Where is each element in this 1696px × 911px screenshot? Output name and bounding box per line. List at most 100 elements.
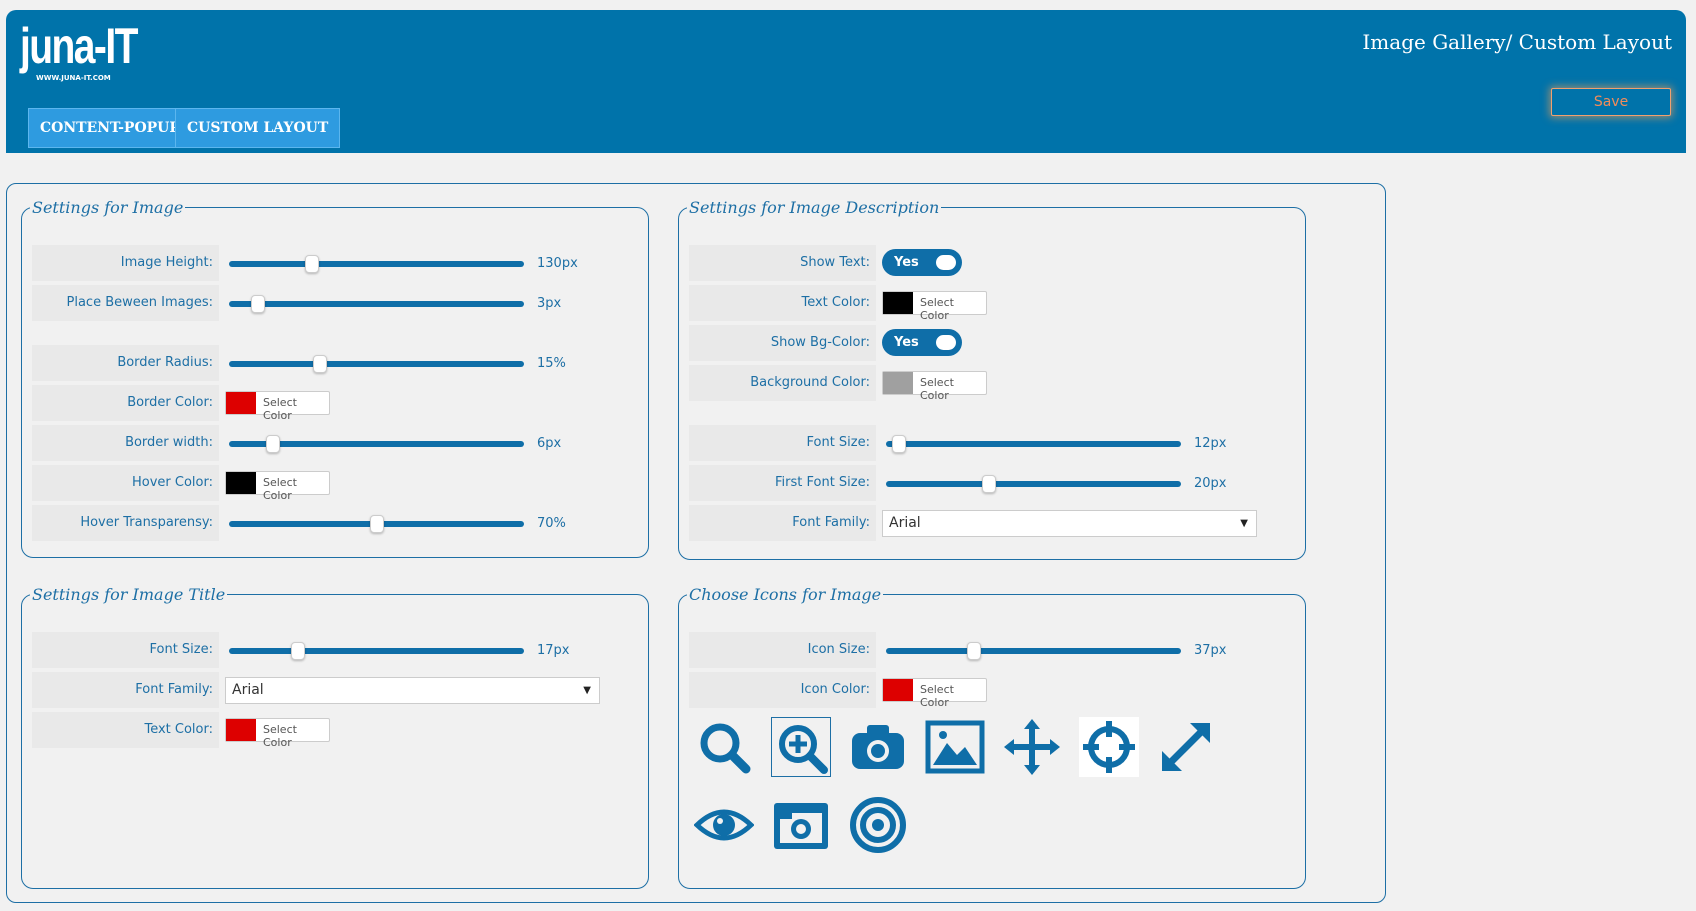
icon-size-label: Icon Size:	[689, 632, 876, 668]
camera-alt-icon[interactable]	[771, 795, 831, 855]
slider-thumb[interactable]	[313, 355, 328, 373]
image-height-value: 130px	[537, 256, 578, 271]
color-swatch	[883, 292, 913, 314]
image-height-label: Image Height:	[32, 245, 219, 281]
toggle-text: Yes	[894, 335, 919, 350]
desc-font-family-label: Font Family:	[689, 505, 876, 541]
text-color-picker[interactable]: Select Color	[882, 291, 987, 322]
color-swatch	[226, 392, 256, 414]
text-color-label: Text Color:	[689, 285, 876, 321]
title-settings-legend: Settings for Image Title	[32, 585, 226, 604]
hover-transparency-slider[interactable]	[229, 515, 524, 533]
camera-icon[interactable]	[848, 717, 908, 777]
select-value: Arial	[232, 682, 264, 698]
icon-color-picker[interactable]: Select Color	[882, 678, 987, 709]
select-value: Arial	[889, 515, 921, 531]
first-font-size-value: 20px	[1194, 476, 1227, 491]
select-color-label: Select Color	[263, 476, 297, 502]
show-bg-label: Show Bg-Color:	[689, 325, 876, 361]
hover-color-picker[interactable]: Select Color	[225, 471, 330, 502]
icon-size-value: 37px	[1194, 643, 1227, 658]
bg-color-picker[interactable]: Select Color	[882, 371, 987, 402]
slider-thumb[interactable]	[265, 435, 280, 453]
logo: juna-IT	[20, 18, 138, 74]
first-font-size-slider[interactable]	[886, 475, 1181, 493]
place-between-slider[interactable]	[229, 295, 524, 313]
desc-font-size-label: Font Size:	[689, 425, 876, 461]
move-icon[interactable]	[1002, 717, 1062, 777]
icons-settings-legend: Choose Icons for Image	[689, 585, 882, 604]
settings-container	[6, 183, 1386, 903]
border-width-label: Border width:	[32, 425, 219, 461]
target-icon[interactable]	[848, 795, 908, 855]
search-icon[interactable]	[694, 717, 754, 777]
desc-font-size-value: 12px	[1194, 436, 1227, 451]
show-text-label: Show Text:	[689, 245, 876, 281]
select-color-label: Select Color	[920, 376, 954, 402]
color-swatch	[226, 719, 256, 741]
border-color-label: Border Color:	[32, 385, 219, 421]
first-font-size-label: First Font Size:	[689, 465, 876, 501]
slider-thumb[interactable]	[981, 475, 996, 493]
crosshair-icon[interactable]	[1079, 717, 1139, 777]
select-color-label: Select Color	[920, 296, 954, 322]
color-swatch	[226, 472, 256, 494]
description-settings-legend: Settings for Image Description	[689, 198, 940, 217]
title-font-family-label: Font Family:	[32, 672, 219, 708]
hover-transparency-value: 70%	[537, 516, 566, 531]
icons-settings-panel: Choose Icons for Image Icon Size: 37px I…	[678, 585, 1306, 889]
select-color-label: Select Color	[920, 683, 954, 709]
slider-thumb[interactable]	[251, 295, 266, 313]
logo-url: WWW.JUNA-IT.COM	[36, 74, 111, 82]
zoom-in-icon[interactable]	[771, 717, 831, 777]
page-title: Image Gallery/ Custom Layout	[1362, 30, 1672, 54]
toggle-knob	[936, 335, 956, 350]
slider-thumb[interactable]	[369, 515, 384, 533]
show-bg-toggle[interactable]: Yes	[882, 329, 962, 356]
icon-size-slider[interactable]	[886, 642, 1181, 660]
place-between-label: Place Beween Images:	[32, 285, 219, 321]
hover-transparency-label: Hover Transparensy:	[32, 505, 219, 541]
title-text-color-picker[interactable]: Select Color	[225, 718, 330, 749]
bg-color-label: Background Color:	[689, 365, 876, 401]
chevron-down-icon: ▼	[1240, 518, 1248, 529]
toggle-knob	[936, 255, 956, 270]
border-width-slider[interactable]	[229, 435, 524, 453]
slider-thumb[interactable]	[290, 642, 305, 660]
title-font-size-value: 17px	[537, 643, 570, 658]
select-color-label: Select Color	[263, 396, 297, 422]
image-height-slider[interactable]	[229, 255, 524, 273]
image-settings-legend: Settings for Image	[32, 198, 184, 217]
image-icon[interactable]	[925, 717, 985, 777]
border-radius-slider[interactable]	[229, 355, 524, 373]
show-text-toggle[interactable]: Yes	[882, 249, 962, 276]
title-font-family-select[interactable]: Arial ▼	[225, 677, 600, 704]
toggle-text: Yes	[894, 255, 919, 270]
border-width-value: 6px	[537, 436, 562, 451]
desc-font-size-slider[interactable]	[886, 435, 1181, 453]
title-text-color-label: Text Color:	[32, 712, 219, 748]
tab-content-popup[interactable]: CONTENT-POPUP	[28, 108, 192, 148]
save-button[interactable]: Save	[1551, 88, 1671, 116]
title-font-size-slider[interactable]	[229, 642, 524, 660]
title-settings-panel: Settings for Image Title Font Size: 17px…	[21, 585, 649, 889]
slider-thumb[interactable]	[967, 642, 982, 660]
title-font-size-label: Font Size:	[32, 632, 219, 668]
hover-color-label: Hover Color:	[32, 465, 219, 501]
border-radius-value: 15%	[537, 356, 566, 371]
desc-font-family-select[interactable]: Arial ▼	[882, 510, 1257, 537]
expand-icon[interactable]	[1156, 717, 1216, 777]
color-swatch	[883, 679, 913, 701]
header-bar: juna-IT WWW.JUNA-IT.COM Image Gallery/ C…	[6, 10, 1686, 153]
border-radius-label: Border Radius:	[32, 345, 219, 381]
tab-custom-layout[interactable]: CUSTOM LAYOUT	[175, 108, 341, 148]
border-color-picker[interactable]: Select Color	[225, 391, 330, 422]
image-settings-panel: Settings for Image Image Height: 130px P…	[21, 198, 649, 558]
eye-icon[interactable]	[693, 795, 755, 855]
slider-thumb[interactable]	[891, 435, 906, 453]
description-settings-panel: Settings for Image Description Show Text…	[678, 198, 1306, 560]
icon-color-label: Icon Color:	[689, 672, 876, 708]
slider-thumb[interactable]	[304, 255, 319, 273]
chevron-down-icon: ▼	[583, 685, 591, 696]
color-swatch	[883, 372, 913, 394]
